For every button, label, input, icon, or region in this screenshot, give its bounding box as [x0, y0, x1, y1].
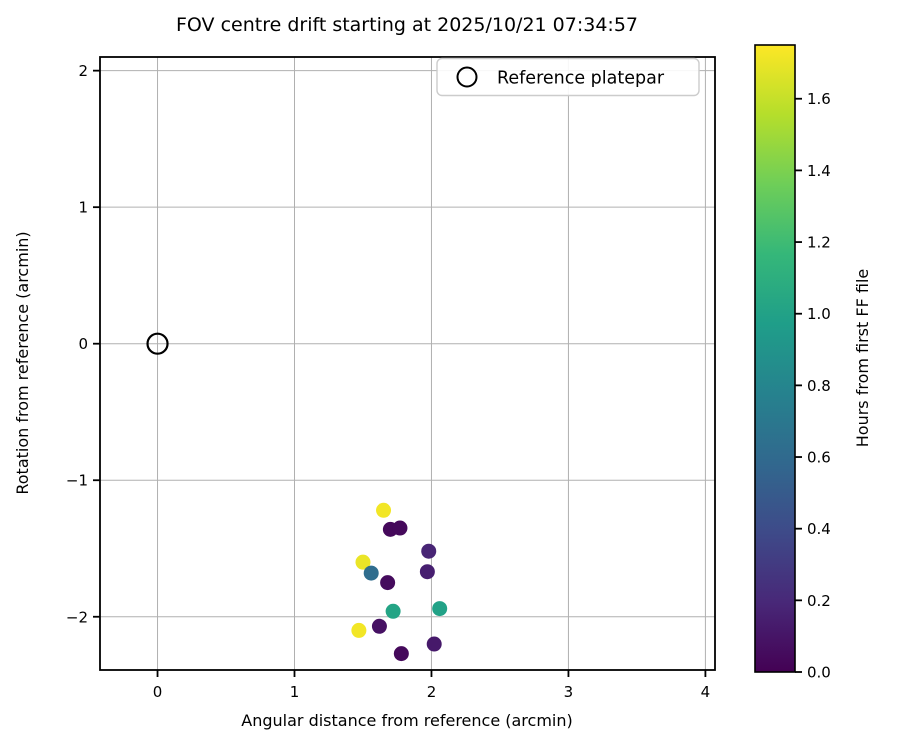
scatter-point [371, 618, 387, 634]
legend-label: Reference platepar [497, 69, 665, 89]
x-tick-label: 3 [564, 683, 574, 701]
colorbar-gradient [754, 44, 796, 673]
scatter-point [380, 575, 396, 591]
colorbar: 0.0 0.2 0.4 0.6 0.8 1.0 1.2 1.4 1.6 Hours from f… [754, 44, 872, 682]
y-tick-label: 0 [78, 335, 88, 353]
plot-area [99, 56, 716, 671]
colorbar-tick-label: 0.8 [807, 377, 831, 395]
colorbar-tick-label: 1.0 [807, 305, 831, 323]
x-tick-label: 1 [290, 683, 300, 701]
legend: Reference platepar [436, 57, 700, 97]
scatter-point [426, 636, 442, 652]
colorbar-tick-label: 0.4 [807, 520, 831, 538]
colorbar-tick-label: 0.2 [807, 592, 831, 610]
scatter-point [376, 502, 392, 518]
x-axis-label: Angular distance from reference (arcmin) [241, 711, 572, 730]
y-axis-label: Rotation from reference (arcmin) [13, 231, 32, 494]
y-tick-label: 2 [78, 62, 88, 80]
reference-marker-icon [456, 66, 478, 88]
y-tick-label: −1 [66, 472, 88, 490]
x-tick-label: 0 [153, 683, 163, 701]
scatter-point [419, 564, 435, 580]
legend-box [436, 57, 700, 97]
y-tick-label: −2 [66, 608, 88, 626]
scatter-point [355, 554, 371, 570]
scatter-point [363, 565, 379, 581]
reference-platepar-marker [146, 332, 169, 355]
scatter-point [432, 601, 448, 617]
colorbar-tick-label: 1.4 [807, 162, 831, 180]
scatter-point [392, 520, 408, 536]
colorbar-tick-label: 1.2 [807, 234, 831, 252]
grid-lines [100, 57, 715, 670]
colorbar-label: Hours from first FF file [853, 269, 872, 448]
scatter-points [146, 332, 448, 662]
scatter-point [393, 646, 409, 662]
x-tick-label: 2 [427, 683, 437, 701]
colorbar-tick-label: 0.6 [807, 449, 831, 467]
y-tick-label: 1 [78, 199, 88, 217]
colorbar-ticks: 0.0 0.2 0.4 0.6 0.8 1.0 1.2 1.4 1.6 [795, 90, 831, 682]
colorbar-tick-label: 1.6 [807, 90, 831, 108]
axis-ticks: 0 1 2 3 4 −2 −1 0 1 2 [66, 62, 710, 701]
scatter-point [421, 543, 437, 559]
chart-title: FOV centre drift starting at 2025/10/21 … [176, 14, 638, 36]
scatter-point [351, 622, 367, 638]
x-tick-label: 4 [701, 683, 711, 701]
scatter-point [385, 603, 401, 619]
colorbar-tick-label: 0.0 [807, 664, 831, 682]
